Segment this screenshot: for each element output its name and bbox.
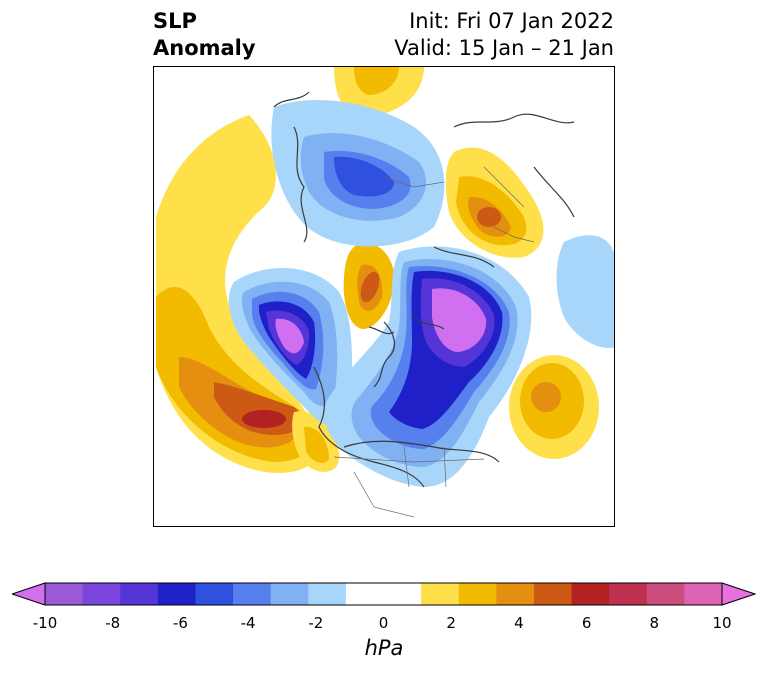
title-variable: SLP Anomaly <box>153 8 256 62</box>
colorbar-swatch <box>684 583 723 605</box>
colorbar-swatch <box>345 583 384 605</box>
colorbar-tick-label: 8 <box>649 614 660 632</box>
colorbar-tick-label: -6 <box>172 614 188 632</box>
init-label: Init: Fri 07 Jan 2022 <box>409 9 614 33</box>
colorbar-tick-label: 10 <box>712 614 732 632</box>
colorbar-swatch <box>383 583 422 605</box>
colorbar-swatch <box>120 583 159 605</box>
colorbar-swatch <box>571 583 610 605</box>
colorbar-tick-label: 2 <box>446 614 456 632</box>
colorbar-tick-label: -2 <box>308 614 324 632</box>
anomaly-map <box>153 66 615 527</box>
arctic-positive-anomaly <box>343 243 395 329</box>
title-variable-line2: Anomaly <box>153 36 256 60</box>
colorbar-swatch <box>308 583 347 605</box>
colorbar-tick-label: 6 <box>581 614 592 632</box>
colorbar-swatch <box>533 583 573 605</box>
title-dates: Init: Fri 07 Jan 2022 Valid: 15 Jan – 21… <box>394 8 614 62</box>
title-variable-line1: SLP <box>153 9 197 33</box>
colorbar-swatch <box>458 583 497 605</box>
colorbar-tick-label: 4 <box>514 614 524 632</box>
asia-negative-anomaly <box>271 99 445 247</box>
colorbar-tick-label: -4 <box>240 614 256 632</box>
colorbar-tick-label: -8 <box>105 614 121 632</box>
pacific-positive-anomaly <box>156 115 320 473</box>
colorbar-swatch <box>609 583 648 605</box>
colorbar-tick-label: 0 <box>378 614 389 632</box>
east-light-blue-anomaly <box>556 235 614 348</box>
colorbar-swatch <box>45 583 84 605</box>
colorbar-swatch <box>270 583 309 605</box>
colorbar-swatch <box>157 583 196 605</box>
colorbar-extend-high <box>721 582 756 606</box>
colorbar-swatch <box>421 583 460 605</box>
europe-positive-anomaly <box>445 147 544 258</box>
atlantic-positive-anomaly <box>509 355 599 459</box>
colorbar-swatch <box>82 583 121 605</box>
colorbar-swatch <box>496 583 535 605</box>
west-coast-positive-anomaly <box>292 411 340 472</box>
colorbar-swatch <box>195 583 234 605</box>
north-america-negative-anomaly <box>324 246 532 487</box>
valid-label: Valid: 15 Jan – 21 Jan <box>394 36 614 60</box>
colorbar <box>12 582 756 606</box>
colorbar-swatch <box>646 583 685 605</box>
anomaly-map-canvas <box>156 67 614 518</box>
colorbar-extend-low <box>12 582 46 606</box>
coastlines <box>273 91 575 488</box>
colorbar-swatch <box>233 583 272 605</box>
colorbar-unit-label: hPa <box>364 636 404 660</box>
borders <box>333 166 535 518</box>
colorbar-tick-label: -10 <box>32 614 58 632</box>
